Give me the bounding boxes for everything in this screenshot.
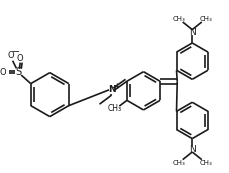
Text: N: N — [189, 145, 196, 154]
Text: CH₃: CH₃ — [199, 160, 212, 166]
Text: +: + — [114, 81, 120, 90]
Text: S: S — [15, 67, 21, 77]
Text: O: O — [0, 68, 6, 77]
Text: N: N — [108, 85, 116, 94]
Text: CH₃: CH₃ — [172, 16, 185, 22]
Text: CH₃: CH₃ — [172, 160, 185, 166]
Text: CH₃: CH₃ — [107, 103, 122, 112]
Text: CH₃: CH₃ — [199, 16, 212, 22]
Text: −: − — [12, 47, 20, 57]
Text: O: O — [7, 51, 14, 60]
Text: N: N — [189, 28, 196, 37]
Text: O: O — [17, 54, 24, 63]
